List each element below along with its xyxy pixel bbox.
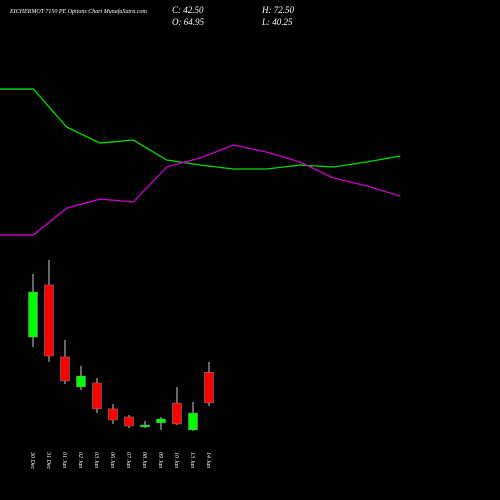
readout: H: 72.50 <box>261 5 294 15</box>
x-tick-label: 10 Jan <box>173 452 179 468</box>
candle-body <box>188 412 198 431</box>
readout: C: 42.50 <box>172 5 204 15</box>
x-tick-label: 01 Jan <box>61 452 67 468</box>
candle-body <box>156 418 166 424</box>
candle-body <box>124 416 134 427</box>
x-tick-label: 02 Jan <box>77 452 83 468</box>
candle-body <box>60 356 70 382</box>
candle-body <box>140 424 150 428</box>
chart-title: EICHERMOT 7150 PE Options Chart MunafaSu… <box>9 8 148 15</box>
candle-body <box>44 284 54 357</box>
readout: O: 64.95 <box>172 17 204 27</box>
readout: L: 40.25 <box>261 17 293 27</box>
candle-body <box>76 375 86 388</box>
x-tick-label: 08 Jan <box>141 452 147 468</box>
indicator-line <box>0 144 401 236</box>
candle-body <box>92 382 102 410</box>
candle-body <box>204 372 214 404</box>
x-tick-label: 09 Jan <box>157 452 163 468</box>
candle-body <box>28 291 38 338</box>
candle-body <box>172 402 182 425</box>
indicator-line <box>0 88 401 170</box>
candle-body <box>108 408 118 421</box>
x-tick-label: 31 Dec <box>45 451 51 469</box>
x-tick-label: 06 Jan <box>109 452 115 468</box>
x-tick-label: 03 Jan <box>93 452 99 468</box>
x-tick-label: 07 Jan <box>125 452 131 468</box>
x-tick-label: 14 Jan <box>205 452 212 468</box>
x-tick-label: 13 Jan <box>189 452 195 468</box>
x-tick-label: 30 Dec <box>29 451 35 469</box>
